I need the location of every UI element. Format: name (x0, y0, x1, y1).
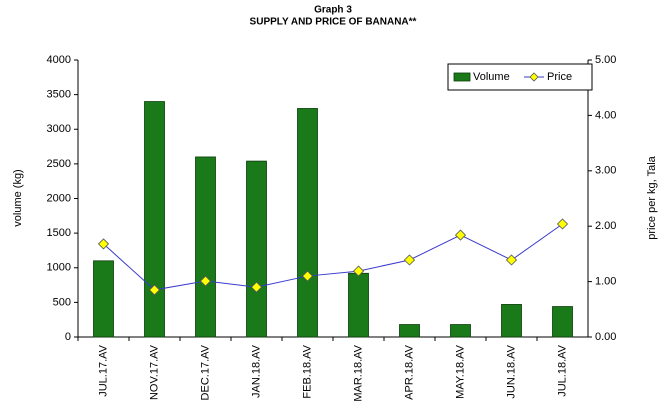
y-axis-label: volume (kg) (12, 169, 24, 226)
price-marker (97, 238, 110, 250)
price-marker (556, 218, 569, 230)
y-tick-label: 1000 (47, 262, 71, 274)
bar (297, 108, 318, 338)
x-tick-label: NOV.17.AV (148, 344, 160, 400)
y2-tick-label: 2.00 (595, 220, 616, 232)
x-tick-label: JUL.17.AV (97, 344, 109, 396)
x-tick-label: DEC.17.AV (199, 344, 211, 400)
y2-tick-label: 0.00 (595, 331, 616, 343)
bar (348, 272, 369, 338)
bar (552, 306, 573, 338)
legend-swatch (453, 72, 471, 82)
x-tick-label: MAY.18.AV (454, 344, 466, 398)
y-tick-label: 3000 (47, 123, 71, 135)
legend-box (447, 63, 593, 91)
bar (144, 101, 165, 338)
bar (195, 156, 216, 338)
y-tick-label: 1500 (47, 227, 71, 239)
chart-title: Graph 3 (314, 5, 352, 16)
bar (450, 324, 471, 338)
y2-tick-label: 4.00 (595, 109, 616, 121)
x-tick-label: JUN.18.AV (505, 344, 517, 398)
chart-subtitle: SUPPLY AND PRICE OF BANANA** (250, 17, 417, 28)
bar (246, 160, 267, 338)
legend-label: Price (547, 71, 572, 83)
price-marker (301, 270, 314, 282)
y-tick-label: 2500 (47, 158, 71, 170)
legend-label: Volume (473, 71, 510, 83)
x-tick-label: FEB.18.AV (301, 344, 313, 398)
bar (501, 304, 522, 338)
bar (399, 324, 420, 338)
bar (93, 260, 114, 338)
y-tick-label: 4000 (47, 54, 71, 66)
y2-tick-label: 5.00 (595, 54, 616, 66)
x-tick-label: JUL.18.AV (556, 344, 568, 396)
price-marker (505, 254, 518, 266)
x-tick-label: JAN.18.AV (250, 344, 262, 398)
price-line (103, 223, 563, 291)
x-tick-label: MAR.18.AV (352, 344, 364, 401)
price-marker (403, 254, 416, 266)
x-tick-label: APR.18.AV (403, 344, 415, 399)
price-marker (148, 284, 161, 296)
y2-axis-label: price per kg, Tala (646, 155, 658, 239)
y-tick-label: 2000 (47, 192, 71, 204)
y-tick-label: 0 (65, 331, 71, 343)
y-tick-label: 500 (53, 296, 71, 308)
price-marker (250, 281, 263, 293)
y-tick-label: 3500 (47, 89, 71, 101)
price-marker (454, 229, 467, 241)
legend-marker (529, 72, 539, 82)
price-marker (352, 265, 365, 277)
y2-tick-label: 3.00 (595, 165, 616, 177)
price-marker (199, 275, 212, 287)
y2-tick-label: 1.00 (595, 276, 616, 288)
